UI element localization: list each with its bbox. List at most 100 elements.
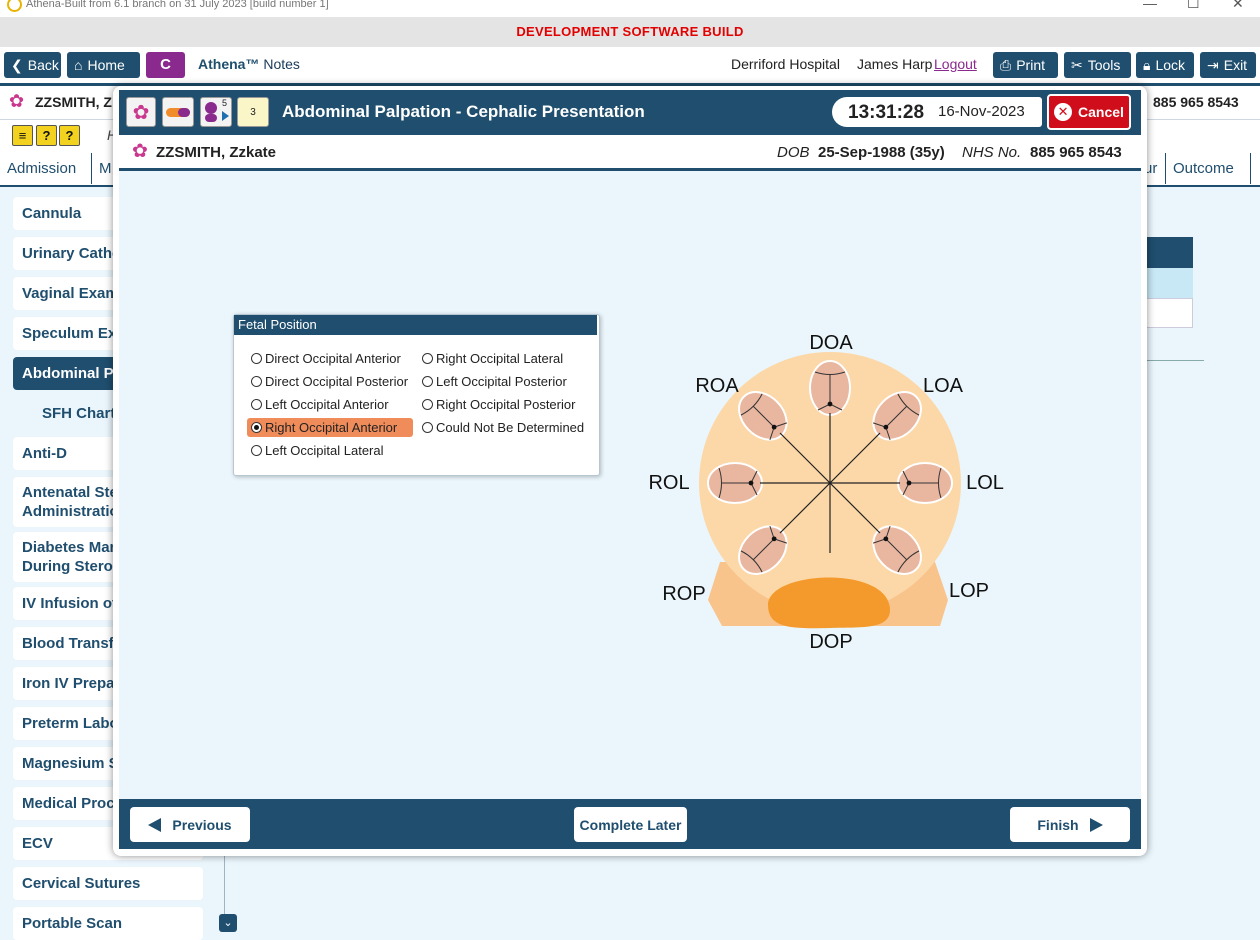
option-right-occipital-anterior[interactable]: Right Occipital Anterior [247,418,413,437]
option-label: Right Occipital Anterior [265,420,398,435]
app-logo-icon [7,0,22,12]
previous-label: Previous [172,816,232,833]
dob-label: DOB [777,144,810,161]
flower-icon[interactable]: ✿ [126,97,156,127]
row-letter: H [107,127,117,143]
label-rol: ROL [648,472,689,494]
print-button[interactable]: ⎙ Print [993,52,1058,78]
patient-name: ZZSMITH, Z [35,94,112,110]
c-button[interactable]: C [146,52,185,78]
patient-name: ZZSMITH, Zzkate [156,144,277,161]
sidebar-item-label: Iron IV Prepar [22,675,121,692]
label-lop: LOP [949,580,989,602]
tools-label: Tools [1087,57,1121,73]
app-name: Athena™ [198,56,260,72]
help-icon[interactable]: ? [36,125,57,146]
option-right-occipital-lateral[interactable]: Right Occipital Lateral [418,349,563,368]
right-panel-divider [1140,360,1204,361]
option-direct-occipital-anterior[interactable]: Direct Occipital Anterior [247,349,401,368]
right-panel-selected-row[interactable] [1140,268,1193,298]
finish-button[interactable]: Finish [1010,807,1130,842]
finish-label: Finish [1037,816,1079,833]
option-left-occipital-anterior[interactable]: Left Occipital Anterior [247,395,389,414]
app-section: Notes [263,56,300,72]
home-button[interactable]: ⌂ Home [67,52,140,78]
option-label: Could Not Be Determined [436,420,585,435]
option-left-occipital-posterior[interactable]: Left Occipital Posterior [418,372,567,391]
sidebar-item-label: Diabetes Man During Steroid [22,539,127,575]
exit-icon: ⇥ [1207,57,1219,73]
sidebar-item[interactable]: Preterm Labou [13,707,203,740]
option-could-not-be-determined[interactable]: Could Not Be Determined [418,418,584,437]
fetal-head-doa [809,360,851,416]
flower-icon: ✿ [9,91,25,111]
back-button[interactable]: ❮ Back [4,52,61,78]
sidebar-item[interactable]: Cervical Sutures [13,867,203,900]
label-dop: DOP [809,631,852,653]
flower-icon: ✿ [132,141,148,162]
nhs-label: NHS No. [962,144,1022,161]
sidebar-item-label: IV Infusion of [22,595,117,612]
help-icon[interactable]: ? [59,125,80,146]
label-lol: LOL [966,472,1004,494]
sidebar-item-label: Cannula [22,205,82,222]
radio-icon [422,422,433,433]
sidebar-item-label: Abdominal Pa [22,365,123,382]
lock-label: Lock [1155,57,1186,73]
radio-icon [422,376,433,387]
logout-link[interactable]: Logout [934,56,977,72]
hospital-name: Derriford Hospital [731,56,840,72]
tools-button[interactable]: ✂ Tools [1064,52,1131,78]
complete-later-button[interactable]: Complete Later [574,807,687,842]
sidebar-item-label: SFH Chart [42,405,116,422]
dev-build-text: DEVELOPMENT SOFTWARE BUILD [516,24,744,39]
dialog-patient-banner: ✿ ZZSMITH, Zzkate DOB 25-Sep-1988 (35y) … [119,135,1141,171]
cancel-label: Cancel [1078,104,1124,120]
home-label: Home [87,57,125,73]
close-icon: ✕ [1054,103,1073,121]
close-window-icon[interactable]: ✕ [1232,0,1244,11]
app-title: Athena™ Notes [198,56,300,72]
option-direct-occipital-posterior[interactable]: Direct Occipital Posterior [247,372,408,391]
notes-icon[interactable]: 3 [237,97,269,127]
alert-list-icon[interactable]: ≡ [12,125,33,146]
clock: 13:31:28 16-Nov-2023 [832,97,1042,127]
nhs-value: 885 965 8543 [1030,144,1122,161]
option-label: Right Occipital Lateral [436,351,564,366]
radio-icon [422,353,433,364]
radio-icon [251,422,262,433]
right-panel-row[interactable] [1140,298,1193,328]
dialog-header: ✿ 5 3 Abdominal Palpation - Cephalic Pre… [119,90,1141,135]
window-titlebar: Athena-Built from 6.1 branch on 31 July … [0,0,1260,17]
option-left-occipital-lateral[interactable]: Left Occipital Lateral [247,441,384,460]
lock-button[interactable]: 🔒︎ Lock [1136,52,1194,78]
tab-admission[interactable]: Admission [0,153,92,184]
tab-outcome[interactable]: Outcome [1166,153,1251,184]
cancel-button[interactable]: ✕ Cancel [1047,94,1131,130]
previous-button[interactable]: Previous [130,807,250,842]
fetal-head-rol [707,462,763,504]
axis-lines [760,413,900,553]
fetal-head-lop [872,525,922,575]
exit-button[interactable]: ⇥ Exit [1200,52,1256,78]
fetal-position-panel: Fetal Position Direct Occipital Anterior… [233,314,600,476]
patient-nhs: 885 965 8543 [1153,94,1239,110]
fetal-position-diagram[interactable]: DOA ROA LOA ROL LOL ROP LOP DOP [640,320,1020,660]
option-label: Direct Occipital Anterior [265,351,401,366]
pills-count: 5 [222,98,228,108]
sidebar-item-label: Speculum Exa [22,325,125,342]
sidebar-item-label: Portable Scan [22,915,123,932]
option-right-occipital-posterior[interactable]: Right Occipital Posterior [418,395,575,414]
scroll-down-icon[interactable]: ⌄ [219,914,237,932]
right-panel-header [1140,237,1193,268]
sidebar-item[interactable]: Portable Scan [13,907,203,940]
sidebar-item-label: ECV [22,835,53,852]
option-label: Left Occipital Anterior [265,397,389,412]
pills-count-icon[interactable]: 5 [200,97,232,127]
minimize-icon[interactable]: — [1143,0,1157,11]
top-navigation: ❮ Back ⌂ Home C Athena™ Notes Derriford … [0,47,1260,86]
radio-icon [251,399,262,410]
user-name: James Harp [857,56,933,72]
medication-icon[interactable] [162,97,194,127]
maximize-icon[interactable]: ☐ [1187,0,1200,11]
